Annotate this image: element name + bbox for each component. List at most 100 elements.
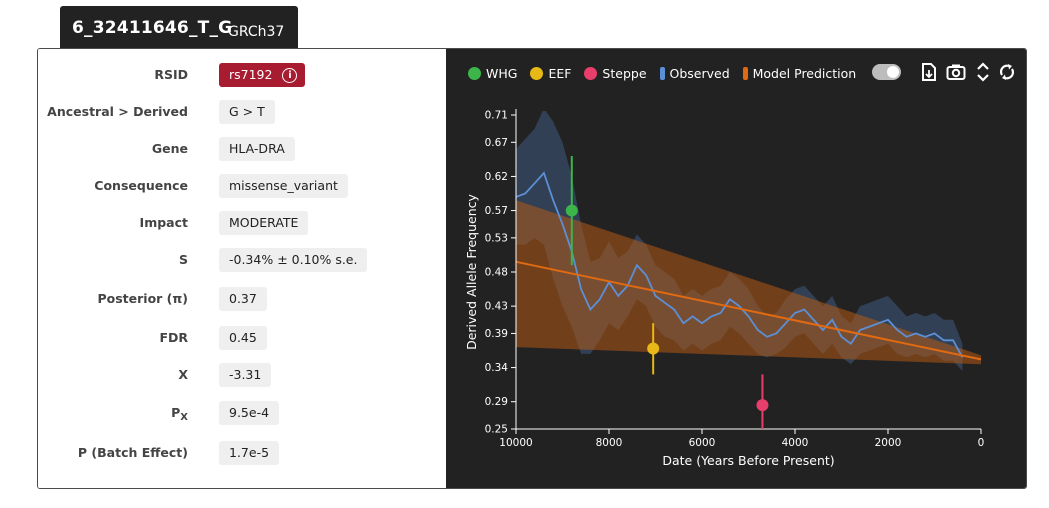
legend-item-whg[interactable]: WHG xyxy=(468,66,517,81)
camera-icon[interactable] xyxy=(946,61,966,83)
legend-item-model-prediction[interactable]: Model Prediction xyxy=(742,66,857,81)
detail-value: -0.34% ± 0.10% s.e. xyxy=(219,248,368,272)
chart-legend: WHG EEF Steppe Observed Model Prediction xyxy=(468,65,865,83)
detail-value: 0.37 xyxy=(219,287,267,311)
detail-value: MODERATE xyxy=(219,211,309,235)
y-tick-label: 0.71 xyxy=(485,110,508,122)
detail-label: FDR xyxy=(159,330,188,345)
detail-label: Consequence xyxy=(94,178,188,193)
detail-value-text: -0.34% ± 0.10% s.e. xyxy=(229,252,358,267)
detail-value-text: 0.45 xyxy=(229,330,257,345)
variant-tab[interactable]: 6_32411646_T_G GRCh37 xyxy=(60,6,298,48)
detail-label: Ancestral > Derived xyxy=(47,104,188,119)
legend-swatch-whg xyxy=(468,67,481,80)
detail-value-text: rs7192 xyxy=(229,67,273,82)
detail-label-text: S xyxy=(178,252,188,267)
chart-panel: WHG EEF Steppe Observed Model Prediction xyxy=(446,49,1026,488)
detail-row: RSID rs7192 i xyxy=(38,63,446,91)
detail-row: Gene HLA-DRA xyxy=(38,137,446,165)
detail-row: FDR 0.45 xyxy=(38,326,446,354)
y-tick-label: 0.34 xyxy=(485,362,509,374)
detail-row: PX 9.5e-4 xyxy=(38,401,446,429)
detail-label: Impact xyxy=(140,215,188,230)
download-icon[interactable] xyxy=(920,61,938,83)
detail-row: Impact MODERATE xyxy=(38,211,446,239)
y-tick-label: 0.53 xyxy=(485,232,508,244)
legend-label-observed: Observed xyxy=(669,66,730,81)
legend-swatch-observed xyxy=(659,67,665,80)
refresh-icon[interactable] xyxy=(998,61,1016,83)
detail-value-text: HLA-DRA xyxy=(229,141,285,156)
refresh-icon-svg xyxy=(999,64,1015,80)
detail-label-text: P (Batch Effect) xyxy=(77,445,188,460)
detail-row: S -0.34% ± 0.10% s.e. xyxy=(38,248,446,276)
detail-label: Posterior (π) xyxy=(97,291,188,306)
info-icon[interactable]: i xyxy=(282,68,298,83)
detail-label-text: Consequence xyxy=(94,178,188,193)
y-tick-label: 0.39 xyxy=(485,328,508,340)
detail-label: X xyxy=(178,367,188,382)
point-eef xyxy=(647,342,660,355)
observed-line xyxy=(516,171,964,358)
detail-label: Gene xyxy=(152,141,188,156)
allele-frequency-chart: 0.71 0.67 0.62 0.57 0.53 0.48 0.43 0.39 0.34 0.29… xyxy=(464,109,985,468)
legend-label-whg: WHG xyxy=(486,66,518,81)
model-confidence-band xyxy=(516,200,981,365)
detail-row: P (Batch Effect) 1.7e-5 xyxy=(38,441,446,469)
detail-label-text: Ancestral > Derived xyxy=(47,104,188,119)
detail-value: 0.45 xyxy=(219,326,267,350)
x-tick-label: 2000 xyxy=(875,437,902,449)
detail-value-text: 0.37 xyxy=(229,291,257,306)
x-tick-label: 10000 xyxy=(499,437,532,449)
expand-icon[interactable] xyxy=(976,61,994,83)
camera-icon-svg xyxy=(946,64,966,80)
detail-label-text: P xyxy=(171,405,181,420)
y-tick-label: 0.57 xyxy=(485,205,508,217)
x-axis-label: Date (Years Before Present) xyxy=(662,453,834,468)
toggle-knob xyxy=(887,66,899,78)
detail-value: 1.7e-5 xyxy=(219,441,280,465)
x-tick-label: 6000 xyxy=(689,437,716,449)
detail-label-subscript: X xyxy=(180,412,188,423)
legend-swatch-eef xyxy=(530,67,544,80)
detail-label: PX xyxy=(171,405,188,423)
detail-value-text: 9.5e-4 xyxy=(229,405,270,420)
detail-value: 9.5e-4 xyxy=(219,401,280,425)
y-tick-label: 0.29 xyxy=(485,396,508,408)
genome-build: GRCh37 xyxy=(228,24,285,40)
detail-value-text: G > T xyxy=(229,104,265,119)
x-tick-label: 0 xyxy=(978,437,985,449)
legend-item-steppe[interactable]: Steppe xyxy=(584,66,647,81)
detail-label-text: RSID xyxy=(154,67,188,82)
legend-label-model-prediction: Model Prediction xyxy=(752,66,857,81)
y-tick-label: 0.48 xyxy=(485,267,508,279)
detail-value-text: -3.31 xyxy=(229,367,262,382)
rsid-badge[interactable]: rs7192 i xyxy=(219,63,306,87)
detail-row: Consequence missense_variant xyxy=(38,174,446,202)
legend-label-steppe: Steppe xyxy=(602,66,647,81)
details-panel: RSID rs7192 i Ancestral > Derived G > T Gene H… xyxy=(38,49,446,488)
variant-title: 6_32411646_T_G xyxy=(72,18,233,38)
detail-label: P (Batch Effect) xyxy=(78,445,188,460)
detail-label: RSID xyxy=(154,67,188,82)
confidence-toggle[interactable] xyxy=(872,64,901,80)
detail-value-text: MODERATE xyxy=(229,215,299,230)
point-steppe xyxy=(756,399,769,412)
detail-label-text: X xyxy=(178,367,188,382)
detail-value: G > T xyxy=(219,100,275,124)
y-tick-label: 0.43 xyxy=(485,301,508,313)
detail-label-text: Impact xyxy=(139,215,188,230)
x-tick-label: 4000 xyxy=(782,437,809,449)
point-whg xyxy=(565,204,578,217)
model-prediction-line xyxy=(515,260,982,361)
detail-row: Posterior (π) 0.37 xyxy=(38,287,446,315)
detail-value: HLA-DRA xyxy=(219,137,295,161)
legend-swatch-model-prediction xyxy=(742,67,748,80)
y-tick-label: 0.25 xyxy=(485,424,508,436)
legend-item-eef[interactable]: EEF xyxy=(530,66,571,81)
detail-label-text: Gene xyxy=(151,141,188,156)
detail-value: missense_variant xyxy=(219,174,348,198)
legend-item-observed[interactable]: Observed xyxy=(659,66,730,81)
detail-row: Ancestral > Derived G > T xyxy=(38,100,446,128)
y-tick-label: 0.62 xyxy=(485,171,508,183)
